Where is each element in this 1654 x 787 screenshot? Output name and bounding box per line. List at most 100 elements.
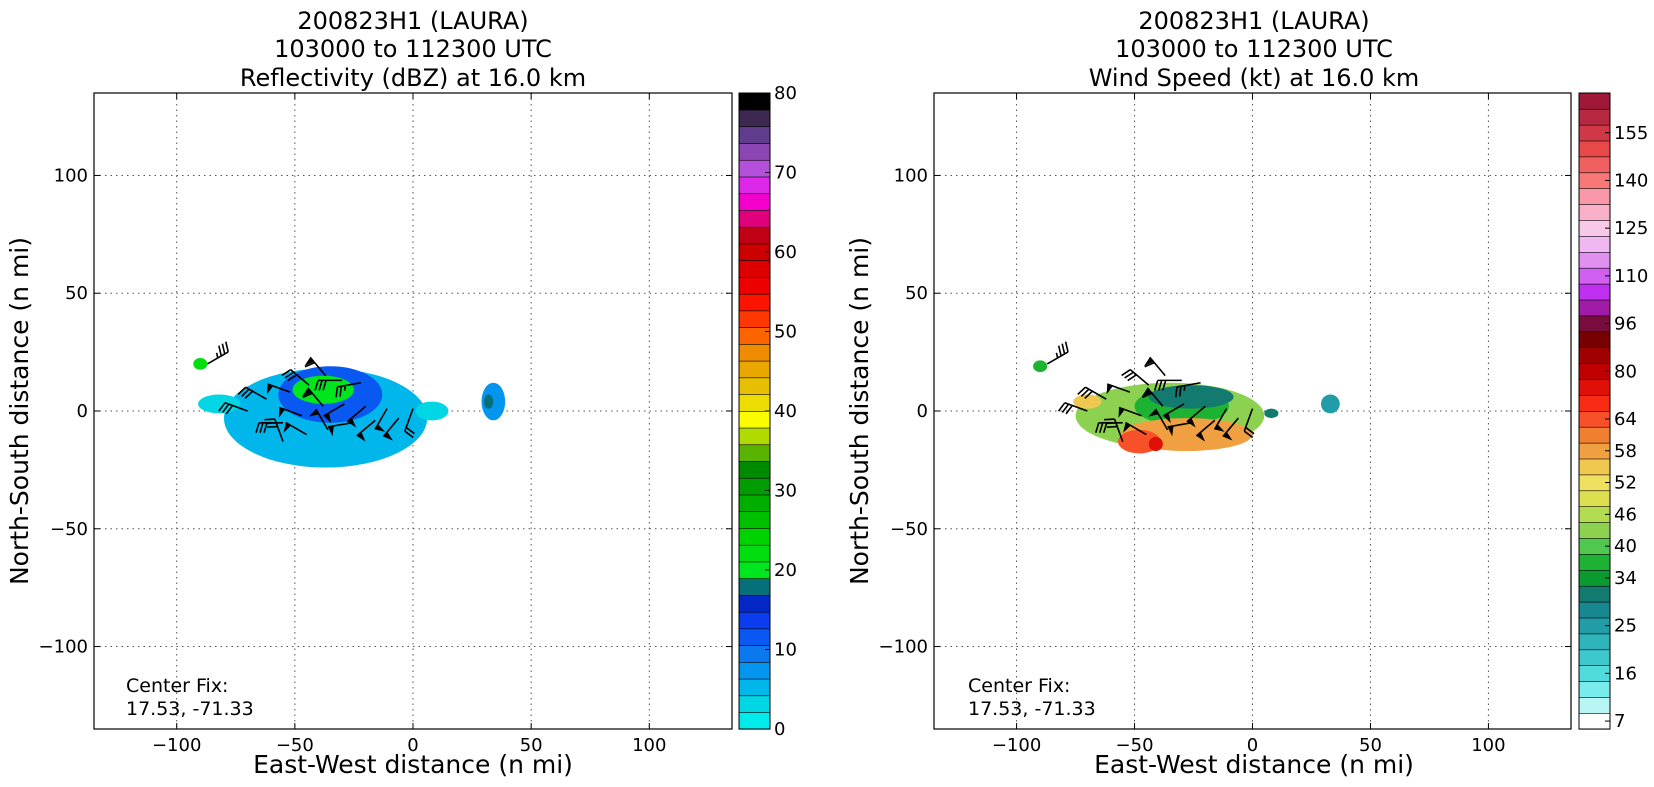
colorbar-segment <box>738 193 771 211</box>
y-tick-label: −50 <box>890 519 928 540</box>
colorbar-segment <box>1578 490 1611 508</box>
barb-flag <box>1214 424 1225 432</box>
barb-flag <box>302 387 312 397</box>
barb-feather <box>241 388 250 397</box>
x-tick-label: −50 <box>1116 735 1154 756</box>
colorbar-segment <box>738 628 771 646</box>
barb-flag <box>1148 409 1159 417</box>
barb-flag <box>375 424 386 432</box>
x-tick-label: 50 <box>520 735 543 756</box>
colorbar-tick-label: 40 <box>1614 536 1637 557</box>
barb-feather <box>1106 425 1118 428</box>
colorbar-frame <box>1578 92 1611 730</box>
colorbar-segment <box>1578 426 1611 444</box>
colorbar-tick-label: 20 <box>774 560 797 581</box>
colorbar-segment <box>1578 553 1611 571</box>
colorbar-segment <box>738 109 771 128</box>
colorbar-tick-label: 96 <box>1614 314 1637 335</box>
barb-half-feather <box>343 385 347 391</box>
barb-feather <box>1121 368 1131 377</box>
colorbar-tick-label: 60 <box>774 242 797 263</box>
barb-flag <box>1123 422 1131 433</box>
colorbar-segment <box>738 711 771 730</box>
barb-flag <box>283 422 292 433</box>
barb-half-feather <box>215 352 219 359</box>
x-tick-label: 0 <box>1247 735 1258 756</box>
barb-flag <box>1163 412 1171 424</box>
wind-barb <box>1213 408 1228 432</box>
colorbar-tick-label: 110 <box>1614 266 1648 287</box>
barb-feather <box>304 361 315 368</box>
wind-barb <box>356 419 376 442</box>
center-fix-label: Center Fix: <box>126 675 228 697</box>
field-cell <box>415 401 449 421</box>
chart-title-line-3: Wind Speed (kt) at 16.0 km <box>1089 64 1420 92</box>
center-fix-value: 17.53, -71.33 <box>968 698 1096 720</box>
colorbar-segment <box>738 578 771 596</box>
barb-feather <box>218 345 223 357</box>
barb-feather <box>339 386 343 397</box>
barb-flag <box>1144 357 1154 367</box>
wind-barb <box>1144 356 1166 377</box>
barb-feather <box>284 371 295 379</box>
barb-flag <box>278 407 286 418</box>
barb-shaft <box>267 383 291 393</box>
barb-shaft <box>1106 383 1131 393</box>
wind-barb <box>278 406 303 418</box>
colorbar-segment <box>1578 331 1611 349</box>
colorbar-segment <box>1578 156 1611 174</box>
colorbar-segment <box>738 678 771 697</box>
barb-feather <box>225 341 229 353</box>
barb-feather <box>1153 380 1159 391</box>
barb-feather <box>244 390 254 399</box>
colorbar-tick-label: 7 <box>1614 711 1625 732</box>
chart-title-line-2: 103000 to 112300 UTC <box>1115 35 1393 63</box>
colorbar-segment <box>738 343 771 362</box>
colorbar-segment <box>1578 251 1611 269</box>
wind-barb <box>1186 405 1206 428</box>
barb-feather <box>1061 343 1066 355</box>
barb-shaft <box>1186 405 1206 423</box>
colorbar-tick-label: 52 <box>1614 473 1637 494</box>
x-tick-label: −100 <box>992 735 1041 756</box>
wind-barb <box>283 421 308 436</box>
y-tick-label: 100 <box>894 165 928 186</box>
barb-shaft <box>274 418 284 442</box>
colorbar-segment <box>738 293 771 312</box>
wind-barb <box>1121 368 1150 386</box>
colorbar-tick-label: 80 <box>1614 361 1637 382</box>
barb-feather <box>281 368 292 377</box>
barb-shaft <box>1118 406 1142 417</box>
colorbar-segment <box>738 427 771 446</box>
colorbar-segment <box>1578 347 1611 364</box>
barb-feather <box>1144 361 1155 368</box>
reflectivity-colorbar: 0 10 20 30 40 50 60 70 80 <box>738 83 797 740</box>
colorbar-tick-label: 50 <box>774 322 797 343</box>
x-tick-label: 0 <box>407 735 418 756</box>
wind-barb <box>1174 381 1201 398</box>
colorbar-segment <box>1578 458 1611 476</box>
barb-feather <box>287 374 298 382</box>
chart-title-line-1: 200823H1 (LAURA) <box>1138 7 1369 35</box>
wind-speed-panel: 200823H1 (LAURA) 103000 to 112300 UTC Wi… <box>845 7 1648 779</box>
wind-barb <box>1141 387 1164 407</box>
barb-feather <box>1124 371 1134 379</box>
barb-feather <box>404 430 414 439</box>
barb-feather <box>1102 422 1108 434</box>
y-tick-label: 0 <box>917 401 928 422</box>
barb-shaft <box>1046 351 1069 365</box>
colorbar-segment <box>738 327 771 345</box>
barb-feather <box>1161 380 1167 391</box>
wind-barb <box>266 383 291 395</box>
colorbar-segment <box>1578 299 1611 317</box>
colorbar-segment <box>1578 680 1611 698</box>
colorbar-segment <box>738 209 771 228</box>
barb-feather <box>1057 402 1066 412</box>
barb-feather <box>1084 390 1093 399</box>
colorbar-segment <box>738 695 771 713</box>
wind-barbs <box>1046 341 1255 442</box>
barb-shaft <box>356 419 376 437</box>
center-fix-label: Center Fix: <box>968 675 1070 697</box>
barb-flag <box>347 417 357 428</box>
center-fix-value: 17.53, -71.33 <box>126 698 254 720</box>
